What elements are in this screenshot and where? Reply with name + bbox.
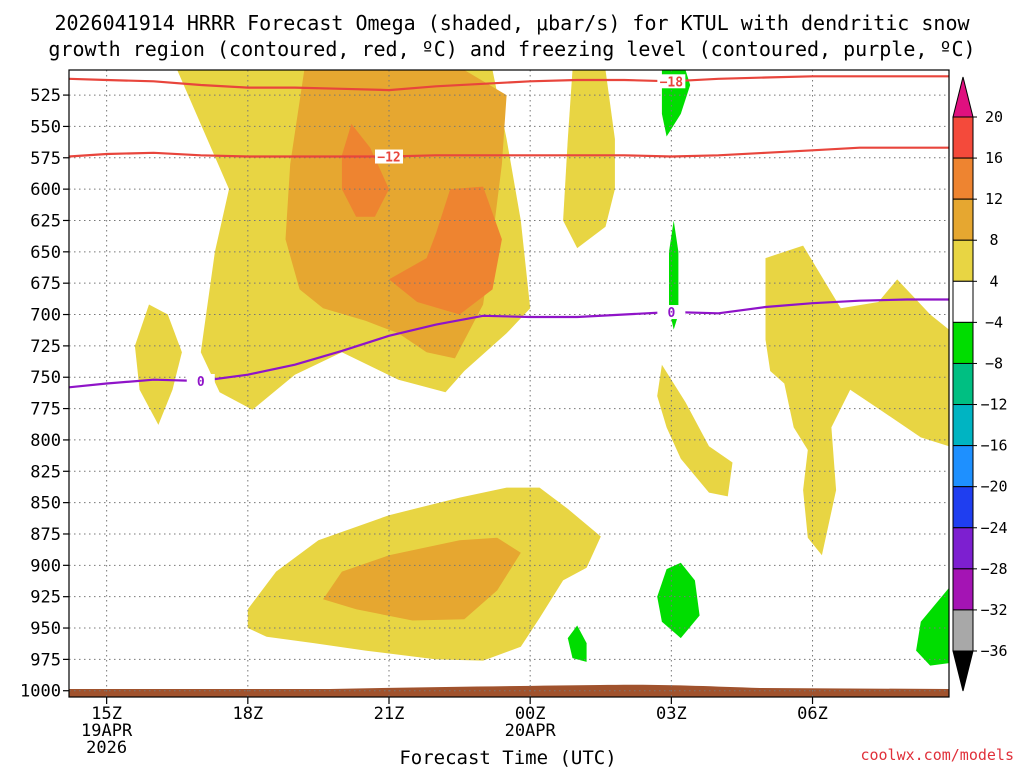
colorbar-label-13: −36: [980, 642, 1007, 660]
omega-region-7: [323, 537, 521, 621]
isotherm-label-1-0: −12: [377, 151, 400, 166]
colorbar-label-7: −12: [980, 396, 1007, 414]
y-tick-label-8: 725: [30, 337, 61, 357]
x-tick-label-2: 21Z: [374, 704, 405, 724]
isotherm-label-2-0: 0: [197, 375, 205, 390]
colorbar-label-3: 8: [989, 231, 998, 249]
omega-shading: [134, 70, 949, 666]
omega-region-12: [657, 562, 700, 639]
omega-region-8: [341, 123, 389, 217]
colorbar-top-arrow: [952, 76, 974, 118]
omega-region-13: [567, 625, 587, 662]
colorbar-label-2: 12: [985, 190, 1003, 208]
y-tick-label-2: 575: [30, 149, 61, 169]
site-credit: coolwx.com/models: [860, 746, 1014, 764]
colorbar-label-1: 16: [985, 149, 1003, 167]
x-tick-label-0: 15Z: [91, 704, 122, 724]
grid-lines: [69, 70, 949, 697]
colorbar-swatch-2: [952, 198, 974, 241]
colorbar-swatch-5: [952, 321, 974, 364]
y-tick-label-11: 800: [30, 431, 61, 451]
colorbar-swatch-8: [952, 445, 974, 488]
isotherm-label-bg-1-0: [375, 149, 403, 164]
isotherm-label-2-1: 0: [667, 306, 675, 321]
colorbar-label-12: −32: [980, 601, 1007, 619]
x-axis-label: Forecast Time (UTC): [399, 747, 616, 768]
colorbar-label-11: −28: [980, 560, 1007, 578]
colorbar-label-8: −16: [980, 437, 1007, 455]
y-tick-label-1: 550: [30, 117, 61, 137]
colorbar-swatch-1: [952, 157, 974, 200]
y-tick-label-17: 950: [30, 619, 61, 639]
y-tick-label-16: 925: [30, 588, 61, 608]
colorbar-swatch-9: [952, 486, 974, 529]
isotherm-label-0-0: −18: [660, 75, 684, 90]
colorbar-label-0: 20: [985, 108, 1003, 126]
y-tick-label-0: 525: [30, 86, 61, 106]
chart-title-line-1: 2026041914 HRRR Forecast Omega (shaded, …: [54, 11, 970, 35]
colorbar-legend: 20 16 12 8 4 −4 −8 −12 −16 −20 −24 −28 −32 −36: [952, 76, 1008, 692]
y-tick-label-12: 825: [30, 462, 61, 482]
omega-region-4: [657, 364, 733, 497]
y-tick-label-19: 1000: [20, 682, 61, 702]
colorbar-swatch-3: [952, 239, 974, 282]
y-tick-label-9: 750: [30, 368, 61, 388]
y-axis-pressure: 525 550 575 600 625 650 675 700 725 750 775 800 825 8…: [20, 86, 69, 702]
colorbar-swatch-12: [952, 609, 974, 652]
colorbar-swatch-7: [952, 404, 974, 447]
y-tick-label-5: 650: [30, 243, 61, 263]
colorbar-swatch-11: [952, 568, 974, 611]
omega-region-14: [916, 587, 949, 666]
y-tick-label-4: 625: [30, 211, 61, 231]
chart-title-line-2: growth region (contoured, red, ºC) and f…: [48, 37, 975, 61]
x-tick-label-4: 03Z: [656, 704, 687, 724]
y-tick-label-10: 775: [30, 400, 61, 420]
omega-region-9: [389, 186, 502, 315]
y-tick-label-3: 600: [30, 180, 61, 200]
y-tick-label-7: 700: [30, 306, 61, 326]
y-tick-label-13: 850: [30, 494, 61, 514]
x-tick-date-3: 20APR: [505, 721, 557, 741]
colorbar-label-4: 4: [989, 272, 998, 290]
omega-region-2: [134, 304, 182, 425]
plot-frame: [68, 69, 950, 698]
colorbar-bottom-arrow: [952, 650, 974, 692]
omega-region-1: [563, 70, 615, 249]
y-tick-label-6: 675: [30, 274, 61, 294]
y-tick-label-15: 900: [30, 556, 61, 576]
isotherm-line-1: [69, 146, 949, 158]
isotherm-label-bg-2-1: [657, 305, 686, 320]
colorbar-swatch-4: [952, 280, 974, 323]
omega-region-11: [669, 220, 679, 330]
colorbar-swatch-0: [952, 116, 974, 159]
x-tick-label-5: 06Z: [797, 704, 828, 724]
x-tick-label-1: 18Z: [232, 704, 263, 724]
x-tick-year-0: 2026: [86, 738, 127, 758]
colorbar-label-10: −24: [980, 519, 1007, 537]
y-tick-label-18: 975: [30, 650, 61, 670]
isotherm-label-bg-0-0: [657, 74, 686, 89]
colorbar-label-5: −4: [985, 313, 1003, 331]
omega-region-5: [765, 245, 949, 556]
x-tick-date-0: 19APR: [81, 721, 133, 741]
isotherm-labels: −18 −12 0 0: [186, 74, 686, 390]
colorbar-label-6: −8: [985, 354, 1003, 372]
isotherm-line-0: [69, 75, 949, 92]
y-tick-label-14: 875: [30, 525, 61, 545]
colorbar-swatch-10: [952, 527, 974, 570]
colorbar-label-9: −20: [980, 478, 1007, 496]
isotherm-label-bg-2-0: [186, 373, 215, 388]
colorbar-swatch-6: [952, 362, 974, 406]
x-tick-label-3: 00Z: [515, 704, 546, 724]
